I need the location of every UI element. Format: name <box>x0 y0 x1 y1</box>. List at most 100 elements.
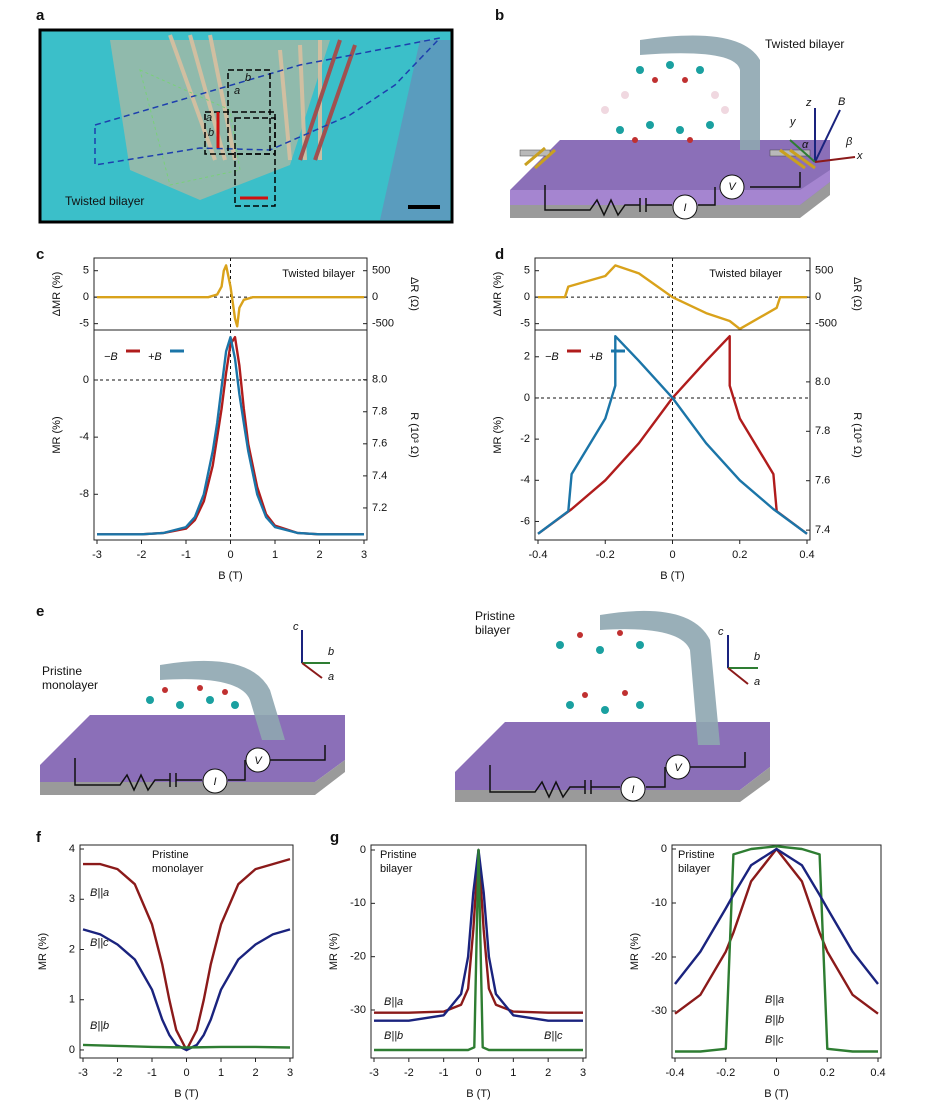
legend-label: +B <box>148 351 162 363</box>
circuit-label: V <box>254 755 263 767</box>
data-line <box>537 335 808 535</box>
y-axis-label: ΔMR (%) <box>492 272 504 317</box>
caption: Twisted bilayer <box>765 37 844 51</box>
x-tick-label: -3 <box>92 549 102 561</box>
x-tick-label: -2 <box>113 1067 123 1079</box>
y-tick-label: -4 <box>79 431 89 443</box>
x-tick-label: -2 <box>137 549 147 561</box>
y2-tick-label: 7.2 <box>372 502 387 514</box>
data-line <box>674 847 879 985</box>
x-axis-label: B (T) <box>660 570 684 582</box>
panel-label: a <box>36 7 45 24</box>
y-axis-label: MR (%) <box>51 416 63 453</box>
x-tick-label: 2 <box>316 549 322 561</box>
x-tick-label: 0.2 <box>732 549 747 561</box>
y2-tick-label: 7.4 <box>815 524 830 536</box>
y-tick-label: 3 <box>69 893 75 905</box>
x-tick-label: 0 <box>183 1067 189 1079</box>
y-tick-label: -2 <box>520 433 530 445</box>
y-tick-label: -5 <box>520 318 530 330</box>
y2-tick-label: 8.0 <box>815 376 830 388</box>
y-tick-label: -20 <box>350 951 366 963</box>
chart-title: Twisted bilayer <box>709 268 782 280</box>
y2-axis-label: ΔR (Ω) <box>408 277 420 311</box>
y-tick-label: 5 <box>524 265 530 277</box>
y2-tick-label: 8.0 <box>372 374 387 386</box>
y2-tick-label: 500 <box>815 265 833 277</box>
circuit-label: I <box>683 202 686 214</box>
y-tick-label: -30 <box>651 1005 667 1017</box>
x-tick-label: -2 <box>404 1067 414 1079</box>
legend-label: B||b <box>384 1030 403 1042</box>
micrograph: Twisted bilayer b a a b <box>38 28 454 224</box>
x-tick-label: 0 <box>227 549 233 561</box>
data-line <box>83 857 291 1052</box>
y2-tick-label: -500 <box>815 318 837 330</box>
chart-title: Pristine bilayer <box>678 849 715 875</box>
data-line <box>97 335 364 536</box>
y2-tick-label: 7.6 <box>372 438 387 450</box>
panel-label: e <box>36 603 44 620</box>
legend-label: B||b <box>765 1014 784 1026</box>
y2-axis-label: ΔR (Ω) <box>851 277 863 311</box>
y-tick-label: -4 <box>520 474 530 486</box>
legend-label: −B <box>104 351 118 363</box>
device-schematic: V I Pristine monolayer c b a V I Pristine… <box>40 609 770 802</box>
axis-label: b <box>208 127 214 139</box>
legend-label: +B <box>589 351 603 363</box>
y-tick-label: -5 <box>79 318 89 330</box>
x-tick-label: 2 <box>545 1067 551 1079</box>
axis-label: a <box>206 112 212 124</box>
panel-label: d <box>495 246 504 263</box>
y-axis-label: MR (%) <box>492 416 504 453</box>
x-axis-label: B (T) <box>764 1088 788 1100</box>
x-axis-label: B (T) <box>218 570 242 582</box>
x-tick-label: 3 <box>580 1067 586 1079</box>
y-tick-label: 0 <box>524 291 530 303</box>
x-tick-label: -0.2 <box>596 549 615 561</box>
y-axis-label: MR (%) <box>629 933 641 970</box>
legend-label: B||a <box>90 887 109 899</box>
circuit-label: V <box>728 181 737 193</box>
y2-tick-label: 0 <box>815 291 821 303</box>
x-tick-label: -1 <box>147 1067 157 1079</box>
legend-label: B||a <box>765 994 784 1006</box>
x-tick-label: -1 <box>439 1067 449 1079</box>
y-tick-label: 2 <box>69 943 75 955</box>
panel-label: b <box>495 7 504 24</box>
x-tick-label: 1 <box>510 1067 516 1079</box>
x-tick-label: 3 <box>287 1067 293 1079</box>
y-tick-label: -30 <box>350 1004 366 1016</box>
y-tick-label: -8 <box>79 488 89 500</box>
y-tick-label: -10 <box>350 897 366 909</box>
y-axis-label: ΔMR (%) <box>51 272 63 317</box>
legend-label: B||c <box>544 1030 563 1042</box>
x-tick-label: 1 <box>218 1067 224 1079</box>
legend-label: B||b <box>90 1020 109 1032</box>
y-tick-label: 4 <box>69 843 75 855</box>
axis-label: y <box>789 116 797 128</box>
caption: Pristine bilayer <box>475 609 515 637</box>
data-line <box>82 1043 291 1049</box>
y-tick-label: 0 <box>524 392 530 404</box>
y-tick-label: 2 <box>524 351 530 363</box>
axis-label: x <box>856 150 863 162</box>
axis-label: β <box>845 136 853 148</box>
x-tick-label: -0.4 <box>529 549 548 561</box>
circuit-label: I <box>631 784 634 796</box>
circuit-label: V <box>674 762 683 774</box>
y-tick-label: 0 <box>69 1044 75 1056</box>
chart-title: Pristine monolayer <box>152 849 204 875</box>
axis-label: B <box>838 96 845 108</box>
panel-label: f <box>36 829 42 846</box>
data-line <box>538 264 807 331</box>
y2-tick-label: 7.8 <box>372 406 387 418</box>
x-tick-label: 0 <box>475 1067 481 1079</box>
x-tick-label: 2 <box>252 1067 258 1079</box>
y2-axis-label: R (10³ Ω) <box>408 412 420 458</box>
y2-axis-label: R (10³ Ω) <box>851 412 863 458</box>
circuit-label: I <box>213 776 216 788</box>
axis-label: b <box>328 646 334 658</box>
legend-label: B||c <box>90 937 109 949</box>
